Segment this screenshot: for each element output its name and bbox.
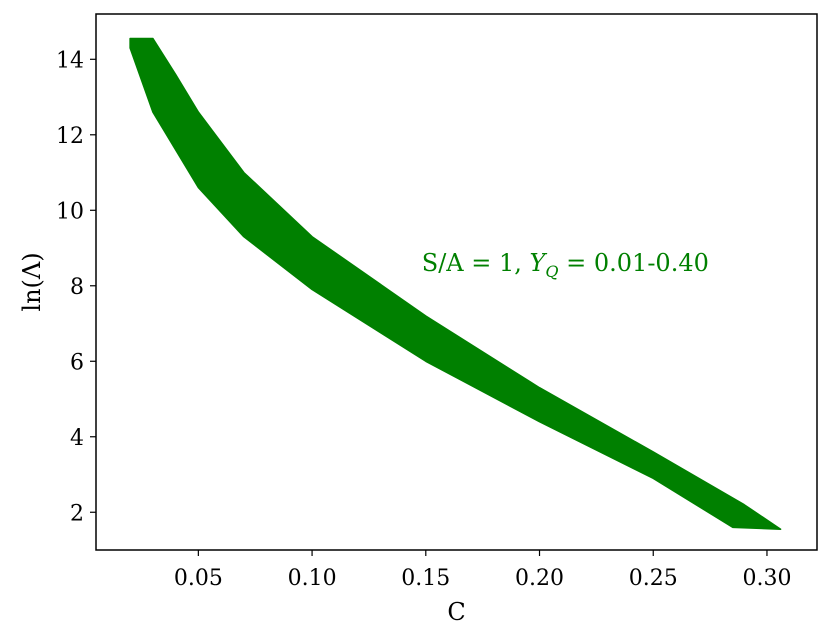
y-tick-label: 10 xyxy=(56,199,84,224)
y-tick-label: 8 xyxy=(70,275,84,300)
x-tick-label: 0.30 xyxy=(742,566,791,591)
y-tick-label: 6 xyxy=(70,350,84,375)
y-axis-label: ln(Λ) xyxy=(18,252,46,311)
annotation-prefix: S/A = 1, xyxy=(422,249,530,277)
x-tick-label: 0.25 xyxy=(629,566,678,591)
x-axis-label: C xyxy=(447,598,465,626)
y-tick-label: 14 xyxy=(56,48,84,73)
axes-frame xyxy=(95,13,818,551)
series-band-0 xyxy=(129,37,782,530)
x-tick-label: 0.15 xyxy=(401,566,450,591)
x-tick-label: 0.20 xyxy=(515,566,564,591)
y-axis: 2 4 6 8 10 12 14 xyxy=(56,48,96,526)
plot-region xyxy=(129,37,782,530)
y-tick-label: 4 xyxy=(70,426,84,451)
y-tick-label: 12 xyxy=(56,124,84,149)
x-tick-label: 0.05 xyxy=(174,566,223,591)
annotation-subscript: Q xyxy=(545,262,558,281)
x-axis: 0.05 0.10 0.15 0.20 0.25 0.30 xyxy=(174,550,791,591)
y-tick-label: 2 xyxy=(70,501,84,526)
annotation-variable: Y xyxy=(530,249,548,277)
annotation-suffix: = 0.01-0.40 xyxy=(559,249,709,277)
annotation: S/A = 1, YQ = 0.01-0.40 xyxy=(422,249,709,281)
x-tick-label: 0.10 xyxy=(288,566,337,591)
